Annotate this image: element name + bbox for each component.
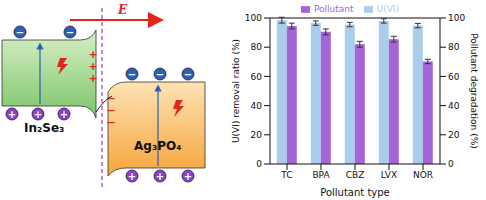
svg-text:−: − (184, 69, 192, 80)
svg-text:40: 40 (448, 101, 460, 111)
svg-text:+: + (156, 171, 164, 182)
svg-text:+: + (128, 171, 136, 182)
svg-text:60: 60 (251, 72, 263, 82)
svg-text:U(VI) removal ratio (%): U(VI) removal ratio (%) (231, 39, 241, 143)
svg-text:100: 100 (245, 13, 262, 23)
svg-text:NOR: NOR (413, 170, 433, 180)
svg-text:Pollutant degradation (%): Pollutant degradation (%) (469, 33, 478, 149)
svg-text:20: 20 (448, 130, 460, 140)
svg-text:−: − (66, 27, 74, 38)
svg-text:In₂Se₃: In₂Se₃ (24, 121, 64, 135)
svg-text:−: − (106, 116, 115, 129)
svg-text:−: − (156, 69, 164, 80)
svg-text:60: 60 (448, 72, 460, 82)
svg-text:−: − (128, 69, 136, 80)
svg-text:+: + (60, 109, 68, 120)
svg-text:+: + (184, 171, 192, 182)
svg-text:−: − (16, 27, 24, 38)
svg-text:Pollutant type: Pollutant type (320, 187, 390, 198)
svg-text:TC: TC (280, 170, 292, 180)
html-text:U(VI): U(VI) (376, 4, 399, 14)
svg-text:0: 0 (448, 159, 454, 169)
svg-text:0: 0 (256, 159, 262, 169)
svg-text:20: 20 (251, 130, 263, 140)
svg-text:CBZ: CBZ (346, 170, 365, 180)
svg-text:BPA: BPA (312, 170, 330, 180)
svg-text:80: 80 (251, 42, 263, 52)
svg-text:+: + (34, 109, 42, 120)
svg-text:+: + (8, 109, 16, 120)
svg-text:LVX: LVX (381, 170, 397, 180)
svg-text:Ag₃PO₄: Ag₃PO₄ (134, 139, 181, 153)
svg-text:40: 40 (251, 101, 263, 111)
svg-text:E: E (117, 3, 128, 17)
html-text:Pollutant: Pollutant (314, 4, 354, 14)
svg-text:80: 80 (448, 42, 460, 52)
svg-text:100: 100 (448, 13, 465, 23)
svg-text:+: + (88, 72, 97, 85)
